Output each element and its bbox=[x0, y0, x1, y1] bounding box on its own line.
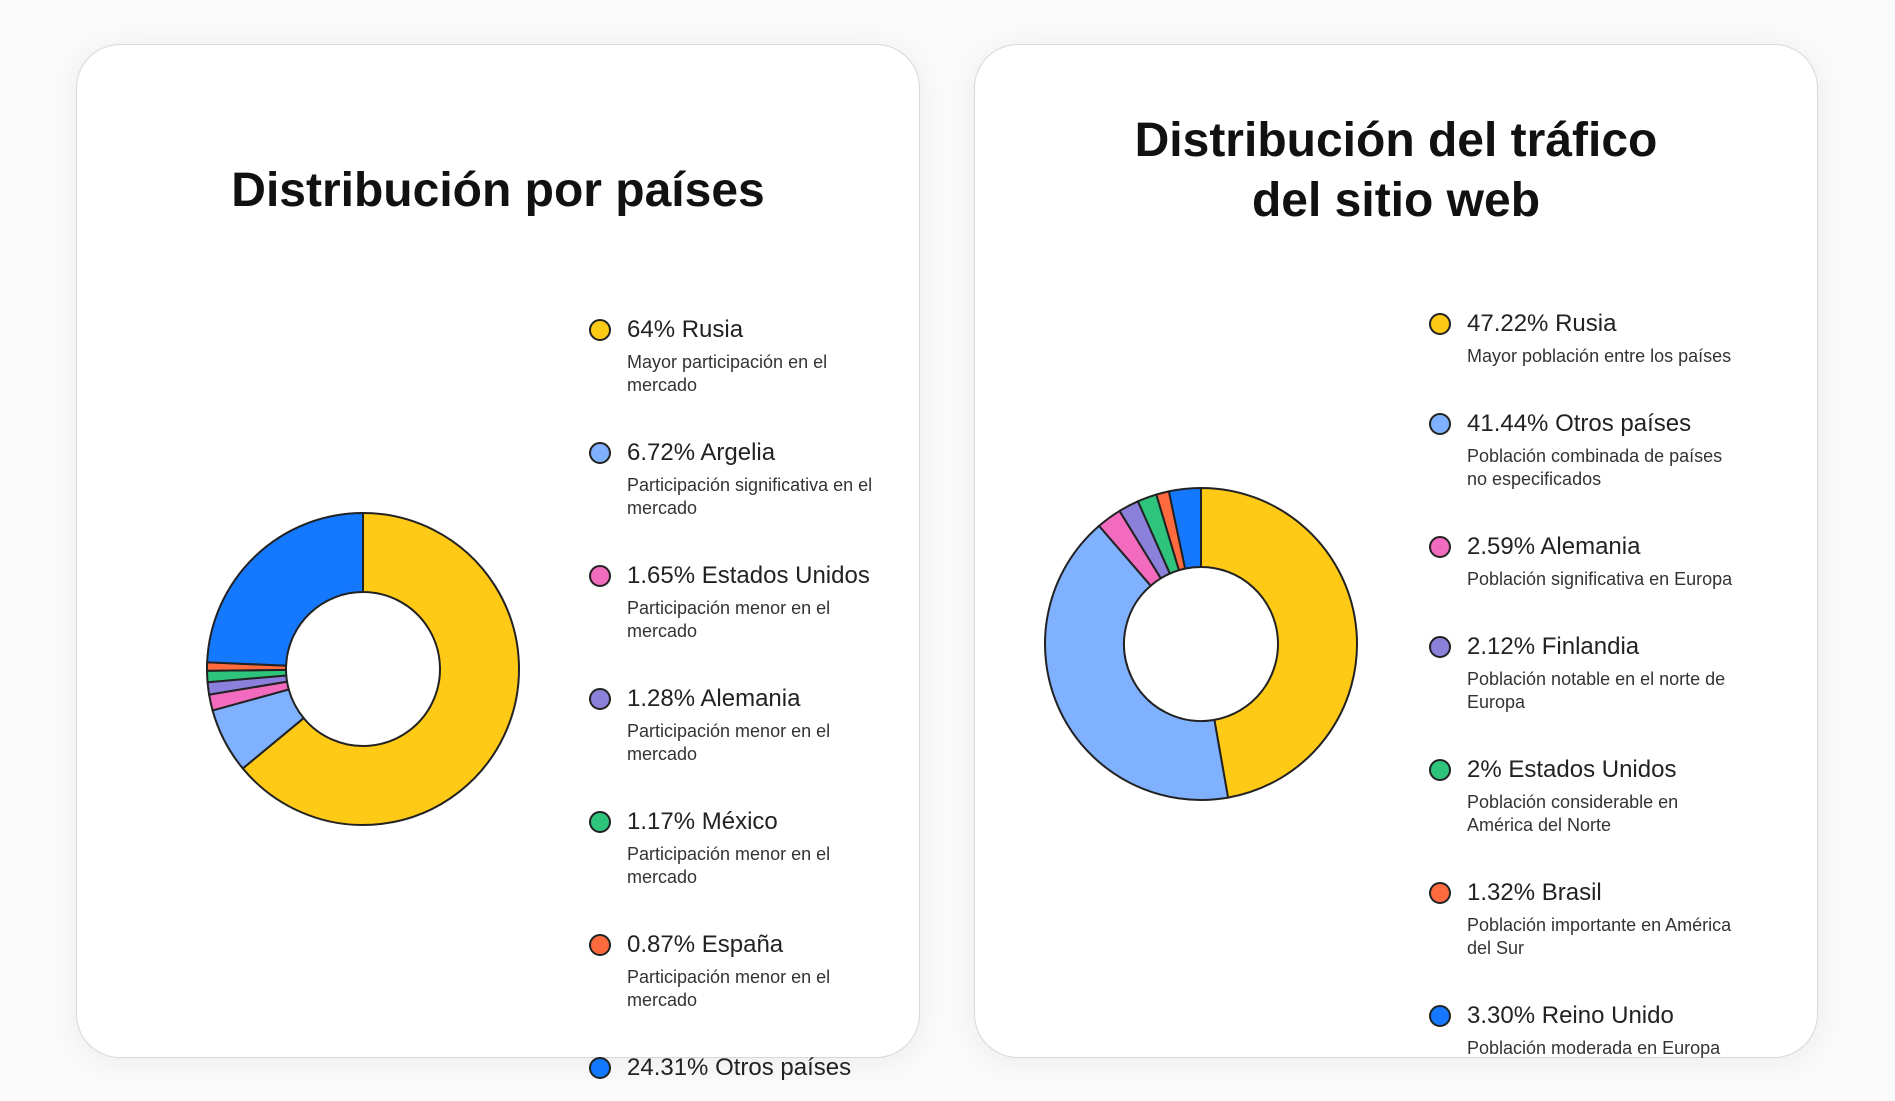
legend-label: 41.44% Otros países bbox=[1467, 409, 1744, 439]
legend-category: Argelia bbox=[700, 439, 776, 466]
legend-swatch bbox=[1429, 759, 1451, 781]
legend-swatch bbox=[1429, 313, 1451, 335]
legend-description: Participación menor en el mercado bbox=[627, 967, 831, 1010]
legend-value: 1.65% bbox=[627, 562, 696, 589]
donut-chart bbox=[205, 511, 520, 826]
legend-swatch bbox=[1429, 882, 1451, 904]
legend-description: Mayor población entre los países bbox=[1467, 346, 1732, 366]
legend-category: Alemania bbox=[1540, 533, 1641, 560]
legend-swatch bbox=[589, 688, 611, 710]
legend-swatch bbox=[589, 811, 611, 833]
legend-category: Reino Unido bbox=[1541, 1002, 1674, 1029]
legend-category: Estados Unidos bbox=[701, 562, 870, 589]
legend-description: Participación significativa en el mercad… bbox=[627, 475, 873, 518]
legend-item: 3.30% Reino Unido Población moderada en E… bbox=[1429, 1001, 1744, 1060]
legend-label: 6.72% Argelia bbox=[627, 438, 889, 468]
legend-description: Población importante en América del Sur bbox=[1467, 915, 1732, 958]
legend-category: México bbox=[701, 808, 778, 835]
legend-label: 2.12% Finlandia bbox=[1467, 632, 1744, 662]
legend-category: Otros países bbox=[1555, 410, 1692, 437]
legend: 47.22% Rusia Mayor población entre los pa… bbox=[1429, 309, 1744, 1060]
legend-swatch bbox=[589, 565, 611, 587]
legend-label: 64% Rusia bbox=[627, 315, 889, 345]
legend-item: 1.32% Brasil Población importante en Amér… bbox=[1429, 878, 1744, 960]
legend-value: 1.32% bbox=[1467, 879, 1536, 906]
legend-item: 2.59% Alemania Población significativa en… bbox=[1429, 532, 1744, 591]
legend-category: Rusia bbox=[681, 316, 744, 343]
legend-description: Participación menor en el mercado bbox=[627, 844, 831, 887]
legend-value: 1.17% bbox=[627, 808, 696, 835]
legend-category: Finlandia bbox=[1541, 633, 1640, 660]
donut-slice bbox=[1167, 486, 1202, 570]
chart-card: Distribución por países 64% Rusia Mayor pa… bbox=[76, 44, 920, 1081]
legend-item: 2.12% Finlandia Población notable en el n… bbox=[1429, 632, 1744, 714]
donut-slice bbox=[1200, 486, 1358, 799]
legend-item: 0.87% España Participación menor en el me… bbox=[589, 930, 889, 1012]
legend-item: 2% Estados Unidos Población considerable … bbox=[1429, 755, 1744, 837]
legend-value: 6.72% bbox=[627, 439, 696, 466]
donut-chart bbox=[1044, 486, 1358, 801]
legend-swatch bbox=[589, 319, 611, 341]
legend-label: 24.31% Otros países bbox=[627, 1053, 889, 1083]
legend-label: 1.17% México bbox=[627, 807, 889, 837]
legend-value: 2.59% bbox=[1467, 533, 1536, 560]
legend-category: España bbox=[701, 931, 784, 958]
legend-item: 1.28% Alemania Participación menor en el … bbox=[589, 684, 889, 766]
legend-swatch bbox=[589, 1057, 611, 1079]
legend-category: Estados Unidos bbox=[1508, 756, 1677, 783]
legend-item: 47.22% Rusia Mayor población entre los pa… bbox=[1429, 309, 1744, 368]
legend-value: 47.22% bbox=[1467, 310, 1549, 337]
legend-label: 47.22% Rusia bbox=[1467, 309, 1744, 339]
legend-label: 3.30% Reino Unido bbox=[1467, 1001, 1744, 1031]
legend-value: 2% bbox=[1467, 756, 1502, 783]
legend-value: 2.12% bbox=[1467, 633, 1536, 660]
legend-category: Otros países bbox=[715, 1054, 852, 1081]
donut-slice bbox=[206, 511, 364, 667]
legend-item: 64% Rusia Mayor participación en el merca… bbox=[589, 315, 889, 397]
legend-value: 24.31% bbox=[627, 1054, 709, 1081]
legend-value: 3.30% bbox=[1467, 1002, 1536, 1029]
legend-item: 1.17% México Participación menor en el me… bbox=[589, 807, 889, 889]
legend-item: 1.65% Estados Unidos Participación menor … bbox=[589, 561, 889, 643]
legend-description: Población considerable en América del No… bbox=[1467, 792, 1679, 835]
legend-category: Alemania bbox=[700, 685, 801, 712]
legend-description: Población moderada en Europa bbox=[1467, 1038, 1721, 1058]
legend-swatch bbox=[1429, 413, 1451, 435]
legend-item: 41.44% Otros países Población combinada d… bbox=[1429, 409, 1744, 491]
donut-slice bbox=[241, 511, 520, 826]
chart-title: Distribución del tráfico del sitio web bbox=[1134, 114, 1658, 227]
legend-category: Rusia bbox=[1555, 310, 1617, 337]
legend-description: Participación menor en el mercado bbox=[627, 598, 831, 641]
donut-slice bbox=[1044, 524, 1230, 801]
legend-swatch bbox=[1429, 536, 1451, 558]
legend-label: 0.87% España bbox=[627, 930, 889, 960]
legend-swatch bbox=[1429, 636, 1451, 658]
legend-swatch bbox=[589, 934, 611, 956]
chart-title: Distribución por países bbox=[231, 164, 765, 217]
legend-value: 64% bbox=[627, 316, 676, 343]
legend-category: Brasil bbox=[1541, 879, 1602, 906]
legend-value: 1.28% bbox=[627, 685, 696, 712]
legend: 64% Rusia Mayor participación en el merca… bbox=[589, 315, 889, 1083]
legend-description: Mayor participación en el mercado bbox=[627, 352, 828, 395]
legend-swatch bbox=[589, 442, 611, 464]
legend-description: Población combinada de países no especif… bbox=[1467, 446, 1723, 489]
legend-item: 24.31% Otros países bbox=[589, 1053, 889, 1083]
legend-value: 0.87% bbox=[627, 931, 696, 958]
legend-label: 1.28% Alemania bbox=[627, 684, 889, 714]
legend-swatch bbox=[1429, 1005, 1451, 1027]
chart-card: Distribución del tráfico del sitio web 47… bbox=[974, 44, 1818, 1058]
legend-description: Población significativa en Europa bbox=[1467, 569, 1733, 589]
legend-label: 2.59% Alemania bbox=[1467, 532, 1744, 562]
legend-item: 6.72% Argelia Participación significativa… bbox=[589, 438, 889, 520]
legend-label: 1.65% Estados Unidos bbox=[627, 561, 889, 591]
legend-label: 1.32% Brasil bbox=[1467, 878, 1744, 908]
legend-value: 41.44% bbox=[1467, 410, 1549, 437]
legend-description: Participación menor en el mercado bbox=[627, 721, 831, 764]
legend-description: Población notable en el norte de Europa bbox=[1467, 669, 1726, 712]
legend-label: 2% Estados Unidos bbox=[1467, 755, 1744, 785]
